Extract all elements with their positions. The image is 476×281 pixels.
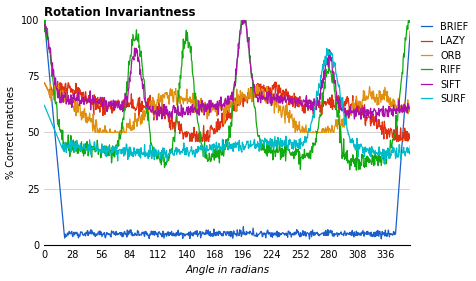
SIFT (142, 100, 148, 104)
Line: LAZY: LAZY (44, 81, 410, 141)
LAZY (407, 136, 413, 139)
SIFT (407, 107, 413, 111)
RIFF (354, 168, 359, 172)
Line: ORB: ORB (44, 83, 410, 132)
SURF (382, 162, 388, 166)
LAZY (187, 140, 193, 143)
SURF (271, 141, 277, 145)
X-axis label: Angle in radians: Angle in radians (185, 266, 269, 275)
BRIEF (307, 237, 312, 241)
RIFF (49, 64, 54, 67)
SURF (282, 144, 288, 148)
BRIEF (282, 232, 288, 235)
SIFT (373, 119, 379, 123)
ORB (143, 112, 149, 115)
ORB (272, 92, 278, 95)
BRIEF (123, 233, 129, 236)
Text: Rotation Invariantness: Rotation Invariantness (44, 6, 196, 19)
LAZY (48, 88, 54, 92)
SURF (123, 149, 129, 152)
BRIEF (407, 29, 413, 33)
SIFT (48, 55, 54, 59)
SURF (86, 143, 91, 146)
SIFT (123, 97, 129, 101)
Line: RIFF: RIFF (44, 20, 410, 170)
BRIEF (48, 89, 54, 93)
ORB (92, 131, 98, 134)
SURF (324, 47, 330, 50)
ORB (41, 81, 47, 85)
BRIEF (142, 230, 148, 233)
RIFF (272, 151, 278, 155)
LAZY (143, 107, 149, 110)
LAZY (123, 106, 129, 109)
Line: BRIEF: BRIEF (44, 20, 410, 239)
SIFT (240, 18, 246, 21)
LAZY (283, 87, 289, 91)
RIFF (143, 101, 149, 104)
SURF (142, 155, 148, 158)
SIFT (86, 99, 91, 103)
ORB (283, 104, 288, 107)
BRIEF (41, 18, 47, 21)
LAZY (86, 98, 92, 101)
LAZY (273, 91, 278, 95)
Line: SIFT: SIFT (44, 20, 410, 121)
SURF (41, 104, 47, 107)
SURF (407, 144, 413, 148)
RIFF (41, 30, 47, 33)
RIFF (42, 18, 48, 21)
SURF (48, 119, 54, 123)
RIFF (407, 18, 413, 21)
ORB (86, 119, 91, 123)
ORB (123, 131, 129, 134)
ORB (407, 101, 413, 105)
SIFT (41, 24, 47, 27)
LAZY (41, 81, 47, 85)
LAZY (55, 80, 60, 83)
RIFF (123, 93, 129, 96)
RIFF (86, 144, 92, 148)
RIFF (283, 159, 288, 163)
Legend: BRIEF, LAZY, ORB, RIFF, SIFT, SURF: BRIEF, LAZY, ORB, RIFF, SIFT, SURF (419, 20, 470, 106)
BRIEF (86, 230, 91, 234)
Line: SURF: SURF (44, 49, 410, 164)
BRIEF (271, 231, 277, 235)
SIFT (272, 96, 278, 99)
SIFT (283, 101, 288, 104)
ORB (48, 99, 54, 102)
Y-axis label: % Correct matches: % Correct matches (6, 86, 16, 179)
